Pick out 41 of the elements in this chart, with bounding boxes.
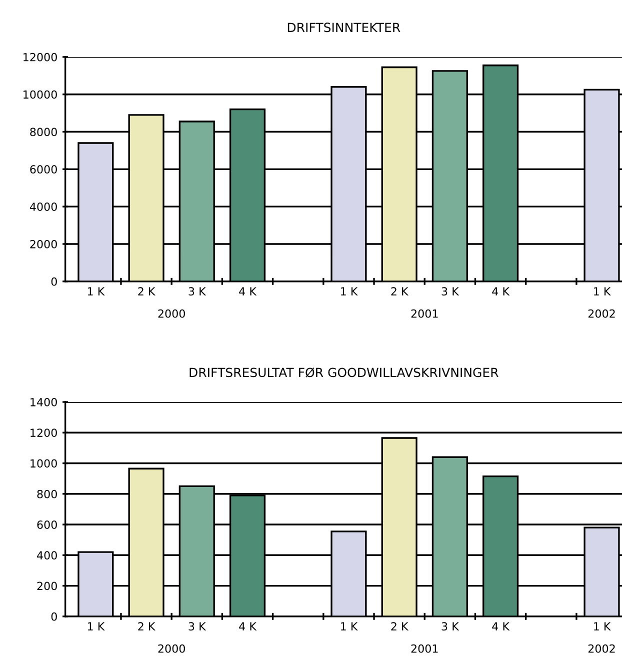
text: 2000 — [158, 309, 185, 318]
x-tick-label: 1 K — [88, 622, 105, 630]
x-tick-label: 3 K — [188, 622, 206, 631]
y-tick-label: 8000 — [30, 128, 57, 136]
x-tick-label: 2 K — [391, 287, 408, 296]
x-tick-label: 1 K — [594, 622, 611, 630]
y-tick-label: 600 — [37, 520, 57, 529]
y-tick-label: 1400 — [30, 398, 57, 406]
y-tick-label: 2000 — [30, 240, 57, 248]
x-tick-label: 4 K — [492, 622, 510, 630]
chart-title: DRIFTSRESULTAT FØR GOODWILLAVSKRIVNINGER — [190, 367, 498, 378]
x-tick-label: 1 K — [88, 287, 105, 296]
y-tick-label: 400 — [37, 551, 57, 560]
y-tick-label: 0 — [51, 277, 57, 286]
x-tick-label: 3 K — [442, 622, 460, 631]
text: 2000 — [158, 644, 185, 653]
chart-title: DRIFTSINNTEKTER — [288, 22, 400, 32]
text: 2001 — [411, 644, 438, 653]
x-tick-label: 1 K — [340, 622, 358, 630]
y-tick-label: 800 — [37, 490, 57, 498]
x-tick-label: 2 K — [138, 622, 156, 630]
x-tick-label: 1 K — [340, 287, 358, 296]
text: 2001 — [411, 309, 438, 318]
y-tick-label: 4000 — [30, 202, 57, 211]
x-tick-label: 4 K — [492, 287, 510, 296]
x-tick-label: 2 K — [391, 622, 408, 630]
text: 2002 — [588, 309, 615, 318]
x-tick-label: 1 K — [594, 287, 611, 296]
y-tick-label: 200 — [37, 582, 57, 590]
y-tick-label: 10000 — [24, 90, 57, 99]
x-tick-label: 3 K — [188, 287, 206, 296]
text: 2002 — [588, 644, 615, 653]
x-tick-label: 3 K — [442, 287, 460, 296]
x-tick-label: 4 K — [239, 622, 257, 630]
y-tick-label: 12000 — [24, 52, 57, 62]
y-tick-label: 1000 — [30, 459, 57, 468]
y-tick-label: 6000 — [30, 165, 57, 174]
x-tick-label: 2 K — [138, 287, 156, 296]
y-tick-label: 1200 — [30, 428, 57, 438]
x-tick-label: 4 K — [239, 287, 257, 296]
y-tick-label: 0 — [51, 612, 57, 621]
